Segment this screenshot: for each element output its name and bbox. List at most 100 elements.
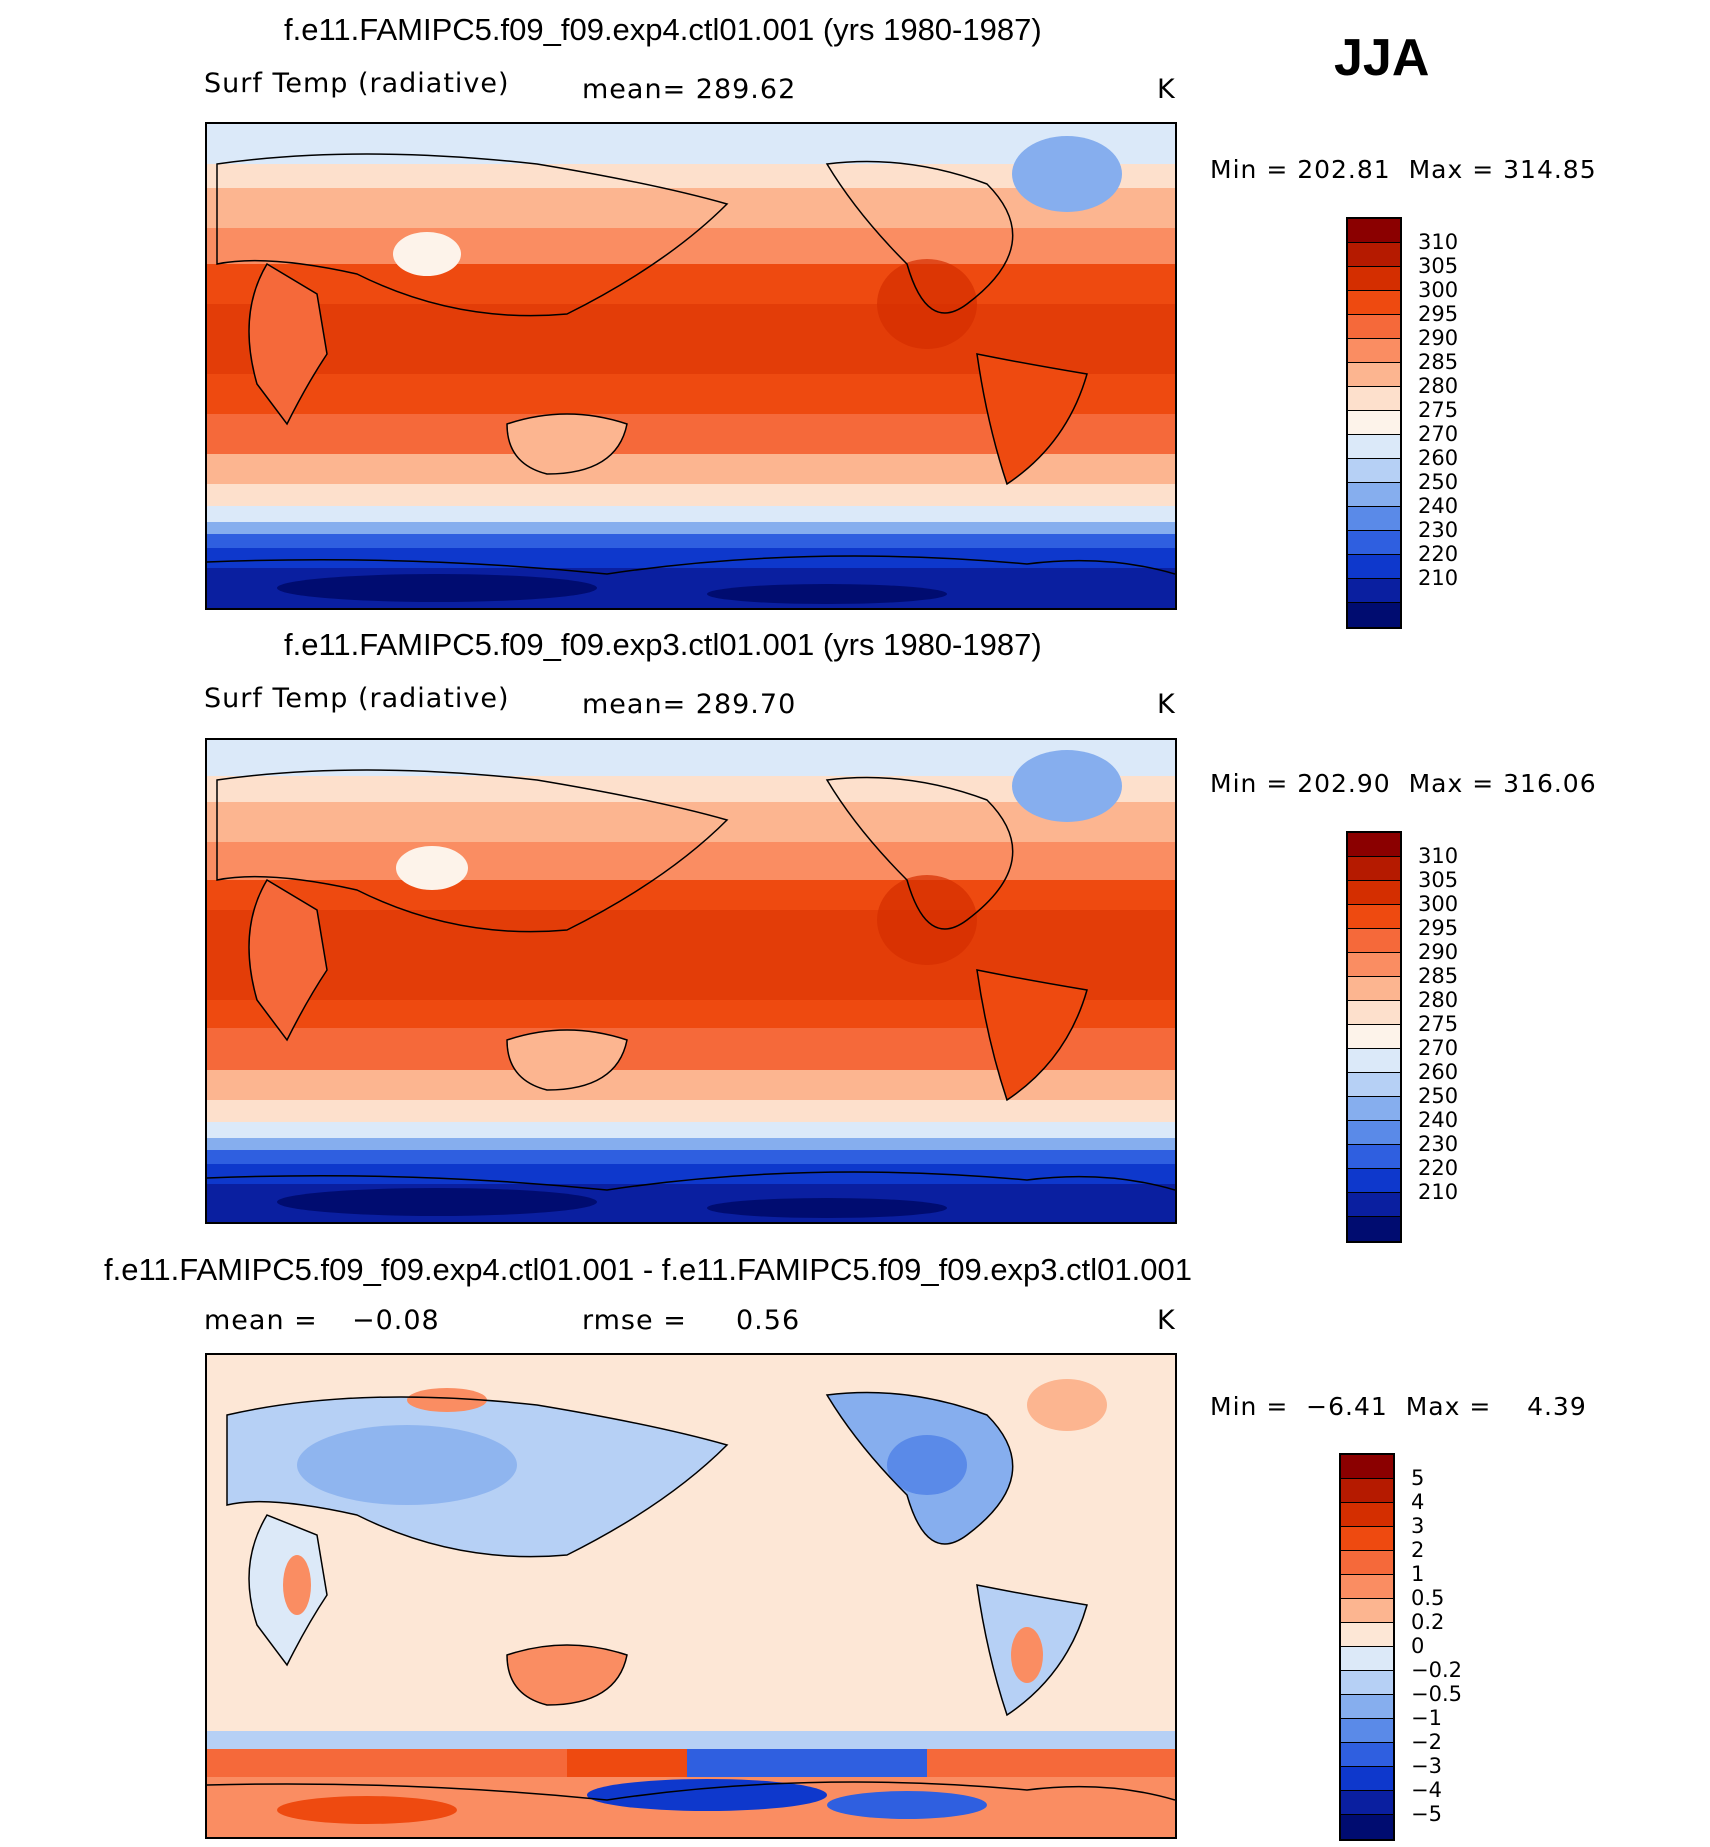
panel2-max-label: Max bbox=[1408, 769, 1464, 798]
panel1-colorbar-label: 285 bbox=[1418, 350, 1459, 374]
panel2-colorbar-swatch bbox=[1348, 1169, 1400, 1193]
panel1-colorbar-label: 290 bbox=[1418, 326, 1459, 350]
panel1-units-label: K bbox=[1157, 74, 1176, 105]
panel3-colorbar-swatch bbox=[1341, 1815, 1393, 1839]
panel2-colorbar-label: 300 bbox=[1418, 892, 1459, 916]
panel3-mean-label: mean = bbox=[204, 1305, 318, 1336]
panel1-colorbar-label: 300 bbox=[1418, 278, 1459, 302]
panel1-colorbar-swatch bbox=[1348, 387, 1400, 411]
panel2-colorbar-label: 220 bbox=[1418, 1156, 1459, 1180]
panel3-colorbar-swatch bbox=[1341, 1791, 1393, 1815]
panel1-colorbar-swatch bbox=[1348, 435, 1400, 459]
panel3-colorbar-swatch bbox=[1341, 1527, 1393, 1551]
panel1-min-value: 202.81 bbox=[1297, 155, 1391, 184]
panel1-colorbar-label: 250 bbox=[1418, 470, 1459, 494]
panel1-colorbar-swatch bbox=[1348, 219, 1400, 243]
panel2-colorbar-swatch bbox=[1348, 929, 1400, 953]
panel3-colorbar-label: 0.2 bbox=[1411, 1610, 1445, 1634]
panel1-colorbar-swatch bbox=[1348, 459, 1400, 483]
panel3-colorbar-label: 3 bbox=[1411, 1514, 1425, 1538]
panel2-colorbar-swatch bbox=[1348, 1145, 1400, 1169]
panel3-colorbar-label: −0.2 bbox=[1411, 1658, 1462, 1682]
panel1-colorbar-swatch bbox=[1348, 243, 1400, 267]
panel1-colorbar-label: 310 bbox=[1418, 230, 1459, 254]
panel2-colorbar-label: 295 bbox=[1418, 916, 1459, 940]
panel1-colorbar-label: 305 bbox=[1418, 254, 1459, 278]
panel3-map-graphic bbox=[207, 1355, 1175, 1837]
panel1-colorbar-label: 270 bbox=[1418, 422, 1459, 446]
panel1-colorbar: 310 305 300 295 290 285 280 275 270 260 250 240 230 2… bbox=[1346, 217, 1458, 629]
panel3-colorbar-label: −3 bbox=[1411, 1754, 1442, 1778]
panel3-colorbar-swatch bbox=[1341, 1575, 1393, 1599]
panel3-colorbar-label: −4 bbox=[1411, 1778, 1442, 1802]
panel2-colorbar-label: 260 bbox=[1418, 1060, 1459, 1084]
panel1-colorbar-swatch bbox=[1348, 507, 1400, 531]
panel2-colorbar-swatch bbox=[1348, 1217, 1400, 1241]
panel2-min-value: 202.90 bbox=[1297, 769, 1391, 798]
panel1-colorbar-swatch bbox=[1348, 531, 1400, 555]
panel2-colorbar-swatch bbox=[1348, 1025, 1400, 1049]
panel1-min-label: Min bbox=[1210, 155, 1258, 184]
panel2-colorbar-swatch bbox=[1348, 1049, 1400, 1073]
panel2-colorbar-label: 240 bbox=[1418, 1108, 1459, 1132]
panel2-mean-label: mean= 289.70 bbox=[582, 689, 797, 720]
panel3-colorbar-swatch bbox=[1341, 1743, 1393, 1767]
panel3-colorbar-swatch bbox=[1341, 1647, 1393, 1671]
panel2-colorbar-swatch bbox=[1348, 1193, 1400, 1217]
panel2-colorbar-label: 275 bbox=[1418, 1012, 1459, 1036]
panel3-colorbar-label: 0.5 bbox=[1411, 1586, 1445, 1610]
panel2-colorbar-swatch bbox=[1348, 905, 1400, 929]
panel1-colorbar-label: 210 bbox=[1418, 566, 1459, 590]
panel2-colorbar-label: 280 bbox=[1418, 988, 1459, 1012]
panel2-map-graphic bbox=[207, 740, 1175, 1222]
panel3-colorbar-swatch bbox=[1341, 1695, 1393, 1719]
panel1-max-label: Max bbox=[1408, 155, 1464, 184]
panel1-map bbox=[205, 122, 1177, 610]
panel3-max-value: 4.39 bbox=[1527, 1392, 1587, 1421]
panel1-colorbar-boxes bbox=[1346, 217, 1402, 629]
panel2-units-label: K bbox=[1157, 689, 1176, 720]
panel3-colorbar-swatch bbox=[1341, 1671, 1393, 1695]
panel2-colorbar: 310 305 300 295 290 285 280 275 270 260 250 240 230 2… bbox=[1346, 831, 1458, 1243]
panel3-min-label: Min bbox=[1210, 1392, 1258, 1421]
panel2-max-value: 316.06 bbox=[1503, 769, 1597, 798]
panel2-colorbar-boxes bbox=[1346, 831, 1402, 1243]
panel3-colorbar-label: 2 bbox=[1411, 1538, 1425, 1562]
panel3-colorbar-label: 4 bbox=[1411, 1490, 1425, 1514]
panel2-colorbar-swatch bbox=[1348, 857, 1400, 881]
panel3-map bbox=[205, 1353, 1177, 1839]
panel1-colorbar-label: 260 bbox=[1418, 446, 1459, 470]
panel2-variable-label: Surf Temp (radiative) bbox=[204, 683, 510, 714]
panel2-colorbar-swatch bbox=[1348, 977, 1400, 1001]
panel1-title: f.e11.FAMIPC5.f09_f09.exp4.ctl01.001 (yr… bbox=[284, 12, 1042, 47]
panel2-colorbar-label: 250 bbox=[1418, 1084, 1459, 1108]
panel1-colorbar-swatch bbox=[1348, 291, 1400, 315]
panel2-title: f.e11.FAMIPC5.f09_f09.exp3.ctl01.001 (yr… bbox=[284, 627, 1042, 662]
panel2-colorbar-swatch bbox=[1348, 833, 1400, 857]
panel3-colorbar-label: 1 bbox=[1411, 1562, 1425, 1586]
panel2-colorbar-label: 310 bbox=[1418, 844, 1459, 868]
panel3-colorbar-label: −1 bbox=[1411, 1706, 1442, 1730]
panel3-rmse-label: rmse = bbox=[582, 1305, 687, 1336]
panel3-mean-value: −0.08 bbox=[352, 1305, 440, 1336]
panel3-colorbar-swatch bbox=[1341, 1479, 1393, 1503]
panel1-colorbar-swatch bbox=[1348, 483, 1400, 507]
panel2-colorbar-label: 270 bbox=[1418, 1036, 1459, 1060]
panel2-colorbar-swatch bbox=[1348, 953, 1400, 977]
panel3-units-label: K bbox=[1157, 1305, 1176, 1336]
panel3-rmse-value: 0.56 bbox=[736, 1305, 801, 1336]
panel3-colorbar-swatch bbox=[1341, 1503, 1393, 1527]
panel1-colorbar-swatch bbox=[1348, 579, 1400, 603]
panel1-colorbar-label: 295 bbox=[1418, 302, 1459, 326]
panel3-colorbar-label: −2 bbox=[1411, 1730, 1442, 1754]
panel3-colorbar-swatch bbox=[1341, 1455, 1393, 1479]
panel1-variable-label: Surf Temp (radiative) bbox=[204, 68, 510, 99]
panel1-minmax: Min = 202.81 Max = 314.85 bbox=[1210, 155, 1597, 184]
panel3-colorbar-label: −0.5 bbox=[1411, 1682, 1462, 1706]
panel1-colorbar-swatch bbox=[1348, 339, 1400, 363]
panel1-colorbar-swatch bbox=[1348, 363, 1400, 387]
panel1-colorbar-label: 220 bbox=[1418, 542, 1459, 566]
panel3-min-value: −6.41 bbox=[1306, 1392, 1388, 1421]
panel1-colorbar-swatch bbox=[1348, 315, 1400, 339]
panel3-minmax: Min = −6.41 Max = 4.39 bbox=[1210, 1392, 1587, 1421]
